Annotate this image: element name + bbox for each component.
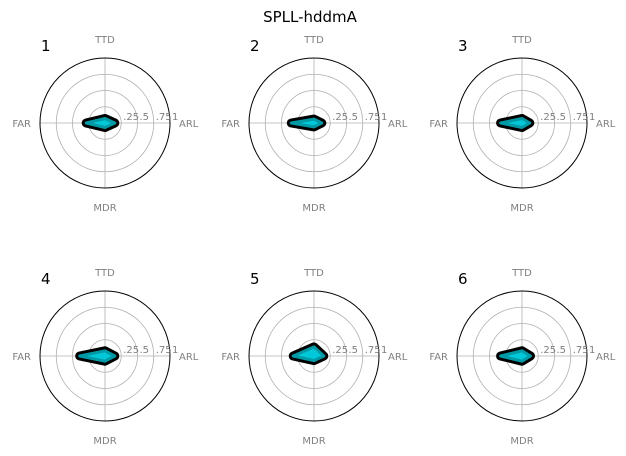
axis-label-mdr: MDR (302, 436, 325, 447)
radial-tick-label: .75 (365, 112, 381, 123)
axis-label-arl: ARL (179, 119, 199, 130)
panel-number: 2 (250, 37, 260, 55)
axis-label-ttd: TTD (511, 35, 532, 46)
axis-label-far: FAR (429, 119, 448, 130)
axis-label-far: FAR (12, 352, 31, 363)
radial-tick-label: .25 (540, 112, 556, 123)
radial-tick-label: .25 (332, 112, 348, 123)
axis-label-mdr: MDR (93, 203, 116, 214)
outer-frame (456, 290, 588, 422)
radial-tick-label: 1 (589, 345, 595, 356)
radial-tick-label: .5 (140, 345, 150, 356)
radial-tick-label: .5 (557, 345, 567, 356)
axis-label-mdr: MDR (93, 436, 116, 447)
radial-tick-label: .75 (573, 345, 589, 356)
figure-title: SPLL-hddmA (263, 8, 358, 26)
radial-tick-label: .75 (156, 345, 172, 356)
axis-label-far: FAR (12, 119, 31, 130)
outer-frame (248, 57, 380, 189)
axis-label-arl: ARL (596, 119, 616, 130)
axis-label-arl: ARL (388, 119, 408, 130)
axis-label-arl: ARL (388, 352, 408, 363)
axis-label-far: FAR (429, 352, 448, 363)
radial-tick-label: .5 (349, 112, 359, 123)
radial-tick-label: 1 (381, 112, 387, 123)
radial-tick-label: .25 (123, 112, 139, 123)
panel-number: 6 (458, 270, 468, 288)
axis-label-mdr: MDR (510, 203, 533, 214)
radial-tick-label: 1 (589, 112, 595, 123)
axis-label-mdr: MDR (302, 203, 325, 214)
panel-number: 4 (41, 270, 51, 288)
radial-tick-label: .5 (349, 345, 359, 356)
panel-number: 3 (458, 37, 468, 55)
data-polygon (84, 117, 117, 129)
axis-label-mdr: MDR (510, 436, 533, 447)
axis-label-ttd: TTD (94, 35, 115, 46)
axis-label-far: FAR (221, 119, 240, 130)
outer-frame (39, 57, 171, 189)
data-polygon (499, 349, 532, 363)
radial-tick-label: .5 (557, 112, 567, 123)
radial-tick-label: .75 (156, 112, 172, 123)
radial-tick-label: .25 (540, 345, 556, 356)
axis-label-arl: ARL (179, 352, 199, 363)
radial-tick-label: 1 (172, 345, 178, 356)
axis-label-ttd: TTD (303, 35, 324, 46)
axis-label-ttd: TTD (511, 268, 532, 279)
radial-tick-label: 1 (381, 345, 387, 356)
radial-tick-label: .25 (332, 345, 348, 356)
data-polygon (78, 349, 117, 363)
radial-tick-label: .25 (123, 345, 139, 356)
axis-label-arl: ARL (596, 352, 616, 363)
data-polygon (291, 345, 326, 363)
panel-number: 1 (41, 37, 51, 55)
radial-tick-label: .75 (573, 112, 589, 123)
radial-tick-label: .75 (365, 345, 381, 356)
data-polygon (289, 117, 324, 129)
panel-number: 5 (250, 270, 260, 288)
axis-label-far: FAR (221, 352, 240, 363)
axis-label-ttd: TTD (94, 268, 115, 279)
axis-label-ttd: TTD (303, 268, 324, 279)
outer-frame (456, 57, 588, 189)
radial-tick-label: .5 (140, 112, 150, 123)
outer-frame (39, 290, 171, 422)
radial-tick-label: 1 (172, 112, 178, 123)
data-polygon (499, 117, 532, 129)
outer-frame (248, 290, 380, 422)
